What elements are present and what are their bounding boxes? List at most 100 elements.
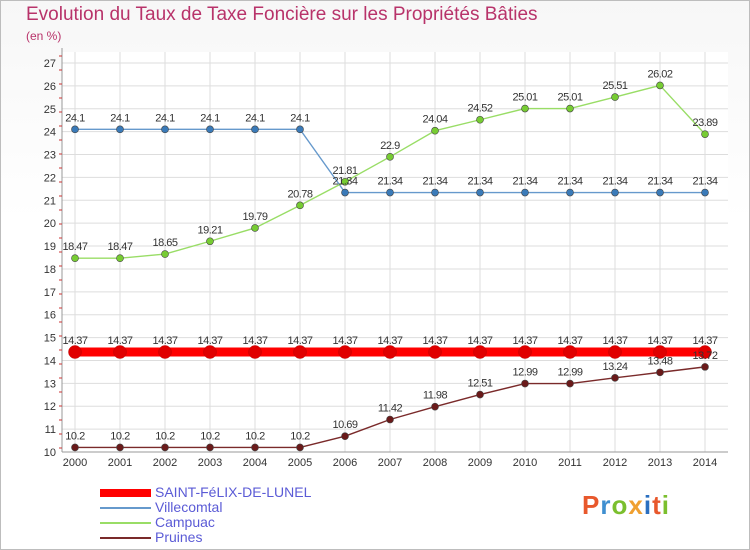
data-label: 14.37 <box>467 335 492 347</box>
data-point <box>71 443 79 452</box>
data-point <box>116 254 124 262</box>
data-label: 12.99 <box>557 367 582 379</box>
data-point <box>206 443 214 452</box>
data-point <box>206 125 214 134</box>
data-label: 24.52 <box>467 103 492 115</box>
data-point <box>296 201 304 210</box>
data-label: 14.37 <box>422 335 447 347</box>
series-layer <box>68 81 712 452</box>
data-point <box>656 368 664 377</box>
data-label: 10.2 <box>155 430 175 442</box>
data-label: 14.37 <box>512 335 537 347</box>
data-label: 18.65 <box>152 237 177 249</box>
data-label: 21.34 <box>377 176 402 188</box>
x-tick-label: 2006 <box>333 457 357 469</box>
data-point <box>701 363 709 371</box>
data-point <box>521 188 529 197</box>
data-label: 21.34 <box>557 176 582 188</box>
data-point <box>611 188 619 197</box>
data-point <box>341 432 349 441</box>
data-label: 10.2 <box>110 430 130 442</box>
data-point <box>701 188 709 197</box>
data-point <box>341 188 349 197</box>
x-tick-label: 2010 <box>513 457 537 469</box>
x-tick-label: 2004 <box>243 457 267 469</box>
data-label: 21.34 <box>422 176 447 188</box>
data-label: 21.34 <box>602 176 627 188</box>
data-label: 13.72 <box>692 350 717 362</box>
data-point <box>71 254 79 262</box>
legend-label: Pruines <box>155 529 203 545</box>
y-tick-label: 17 <box>44 287 56 299</box>
legend-swatch <box>100 537 151 539</box>
y-tick-label: 19 <box>44 241 56 253</box>
unit-label: (en %) <box>26 29 62 43</box>
logo-letter: r <box>600 490 612 520</box>
data-label: 14.37 <box>62 335 87 347</box>
legend-label: Villecomtal <box>155 499 223 515</box>
data-point <box>476 115 484 124</box>
data-label: 25.01 <box>512 92 537 104</box>
data-label: 14.37 <box>197 335 222 347</box>
data-point <box>206 237 214 246</box>
data-point <box>566 188 574 197</box>
x-tick-label: 2000 <box>63 457 87 469</box>
data-point <box>161 443 169 452</box>
data-label: 24.1 <box>65 112 85 124</box>
data-label: 10.2 <box>290 430 310 442</box>
y-tick-label: 25 <box>44 104 56 116</box>
data-label: 12.51 <box>467 378 492 390</box>
data-point <box>473 345 487 359</box>
logo-letter: i <box>661 490 670 520</box>
data-point <box>656 188 664 197</box>
data-label: 13.24 <box>602 361 627 373</box>
data-point <box>431 402 439 411</box>
data-label: 20.78 <box>287 188 312 200</box>
y-tick-label: 16 <box>44 310 56 322</box>
data-label: 14.37 <box>287 335 312 347</box>
logo-letter: x <box>628 490 644 520</box>
data-point <box>161 250 169 258</box>
grid-layer <box>62 52 728 453</box>
data-point <box>566 379 574 388</box>
data-label: 18.47 <box>62 241 87 253</box>
data-label: 14.37 <box>242 335 267 347</box>
data-label: 14.37 <box>377 335 402 347</box>
data-point <box>608 345 622 359</box>
data-label: 24.1 <box>200 112 220 124</box>
data-label: 14.37 <box>152 335 177 347</box>
data-point <box>386 188 394 197</box>
data-label: 10.2 <box>200 430 220 442</box>
logo-letter: P <box>582 490 601 520</box>
data-point <box>161 125 169 134</box>
data-label: 25.01 <box>557 92 582 104</box>
data-point <box>386 415 394 424</box>
data-point <box>653 345 667 359</box>
y-tick-label: 26 <box>44 81 56 93</box>
data-point <box>431 126 439 135</box>
x-tick-label: 2011 <box>558 457 582 469</box>
data-point <box>476 390 484 399</box>
data-label: 10.2 <box>245 430 265 442</box>
chart-title: Evolution du Taux de Taxe Foncière sur l… <box>26 4 538 25</box>
data-label: 26.02 <box>647 68 672 80</box>
data-label: 14.37 <box>692 335 717 347</box>
data-point <box>701 130 709 138</box>
data-label: 25.51 <box>602 80 627 92</box>
data-label: 19.79 <box>242 211 267 223</box>
data-point <box>116 125 124 134</box>
y-tick-label: 18 <box>44 264 56 276</box>
x-tick-label: 2013 <box>648 457 672 469</box>
data-label: 11.98 <box>423 390 448 402</box>
logo-letter: o <box>611 490 629 520</box>
data-point <box>248 345 262 359</box>
label-layer: 24.1 24.1 24.1 24.1 24.1 24.121.34 21.34 21.34 2… <box>62 68 718 442</box>
legend-label: SAINT-FéLIX-DE-LUNEL <box>155 484 312 500</box>
x-tick-label: 2003 <box>198 457 222 469</box>
y-tick-label: 21 <box>44 195 56 207</box>
data-point <box>68 345 82 359</box>
proxiti-logo: Proxiti <box>582 490 670 521</box>
x-tick-label: 2014 <box>693 457 717 469</box>
data-point <box>251 125 259 134</box>
data-label: 21.34 <box>467 176 492 188</box>
